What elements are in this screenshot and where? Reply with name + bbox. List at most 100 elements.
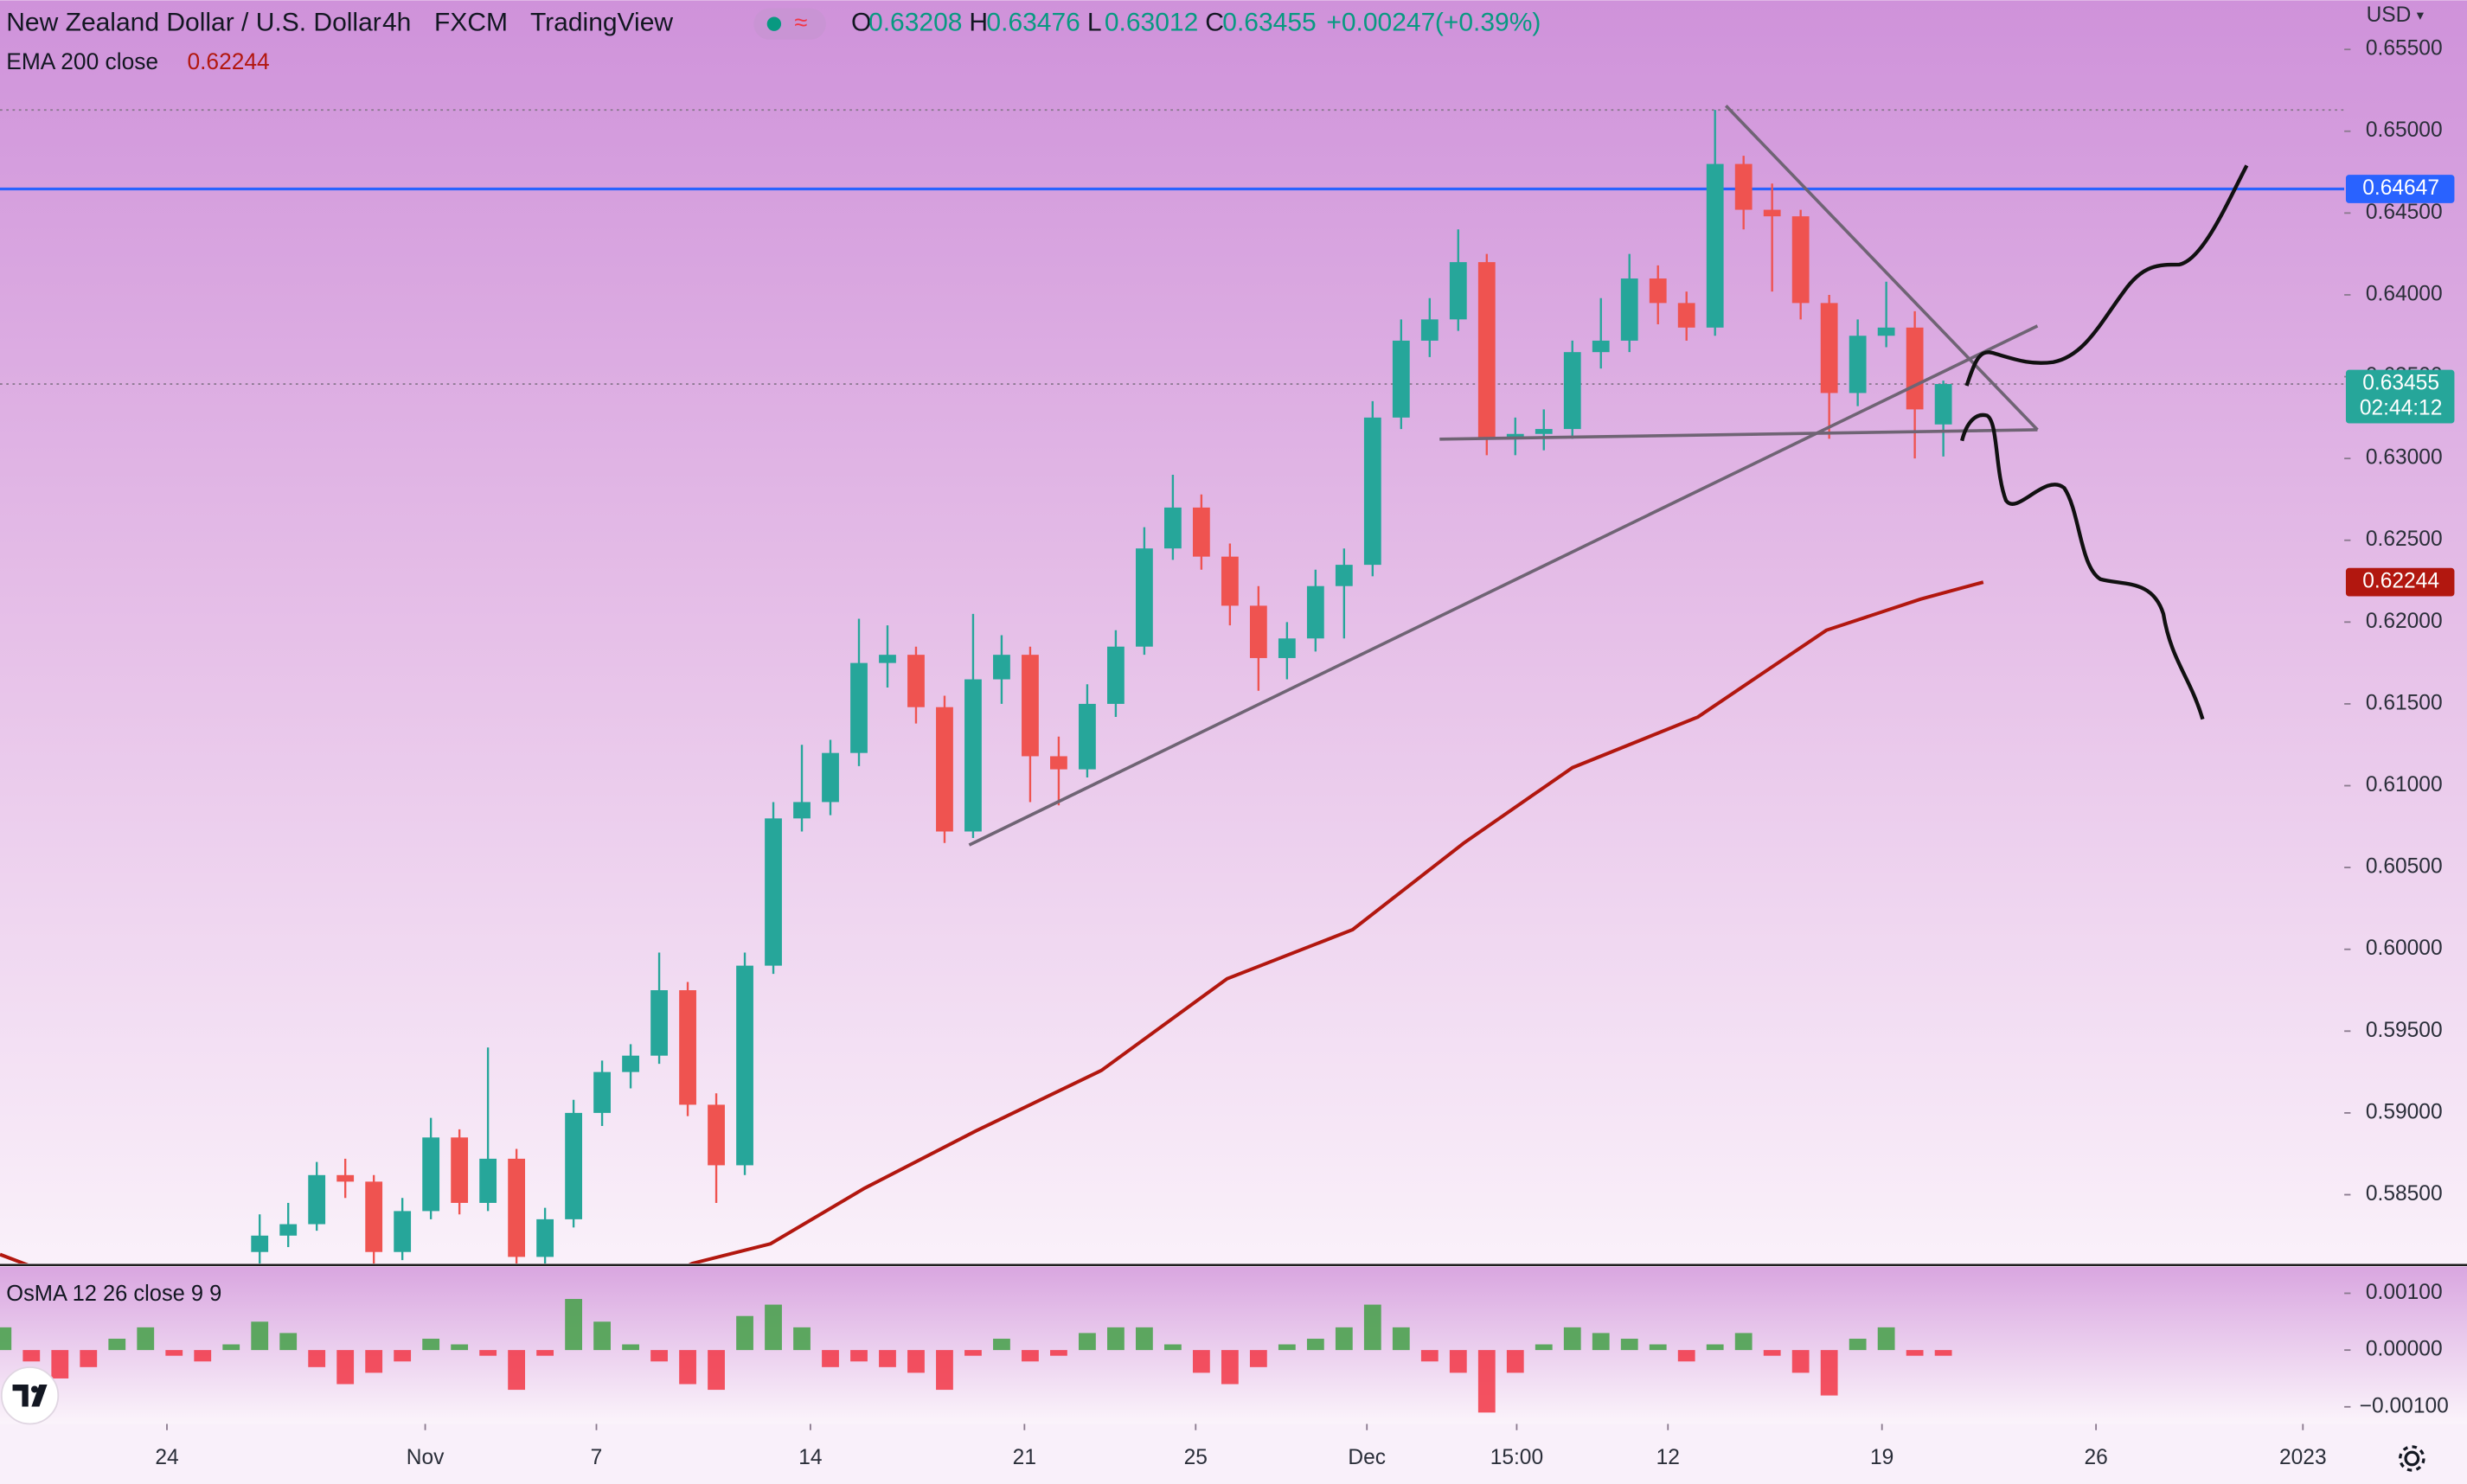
indicator-label: EMA 200 close — [6, 48, 158, 74]
ema-badge-label: 0.62244 — [2362, 570, 2439, 593]
candle-body — [622, 1055, 639, 1072]
osma-bar — [1335, 1327, 1353, 1351]
oscillator-label: OsMA 12 26 close 9 9 — [6, 1282, 221, 1306]
y-tick-label: 0.63000 — [2366, 446, 2443, 470]
osma-bar — [1420, 1350, 1439, 1362]
candle-body — [850, 662, 868, 753]
osma-bar — [1620, 1338, 1638, 1351]
osma-bar — [1163, 1344, 1182, 1351]
ohlc-key: C — [1205, 9, 1224, 37]
osma-bar — [251, 1321, 269, 1351]
countdown: 02:44:12 — [2360, 397, 2443, 420]
candle-body — [1849, 336, 1867, 393]
ohlc-legend: O0.63208 H0.63476 L 0.63012 C0.63455 +0.00247… — [851, 9, 1541, 37]
candle-body — [508, 1158, 526, 1257]
candle-body — [1249, 605, 1267, 658]
osma-bar — [1763, 1350, 1781, 1356]
settings-gear[interactable] — [2399, 1445, 2425, 1472]
osma-bar — [1079, 1333, 1096, 1351]
osma-bar — [1449, 1350, 1467, 1373]
osma-bar — [1677, 1350, 1695, 1362]
ema-badge — [2345, 567, 2455, 597]
candle-body — [1107, 646, 1125, 704]
candle-body — [1392, 340, 1410, 418]
trendline — [1724, 105, 2039, 432]
price-badge-label: 0.64647 — [2362, 176, 2439, 200]
x-tick-label: 14 — [798, 1446, 822, 1469]
candle-body — [1506, 433, 1524, 439]
candle-body — [1677, 303, 1695, 328]
change-percent: (+0.39%) — [1435, 9, 1541, 37]
candle-body — [1734, 163, 1753, 210]
candle-body — [308, 1174, 326, 1225]
market-status-icon[interactable]: ≈ — [753, 8, 826, 40]
source: FXCM — [434, 9, 508, 37]
trendline — [1439, 428, 2038, 441]
candle-body — [679, 990, 696, 1105]
osc-y-tick-label: 0.00100 — [2366, 1281, 2443, 1304]
change: +0.00247 — [1326, 9, 1435, 37]
y-tick-label: 0.59500 — [2366, 1019, 2443, 1042]
candle-body — [1050, 756, 1067, 770]
osma-bar — [1934, 1350, 1952, 1356]
currency[interactable]: USD — [2367, 3, 2412, 27]
osma-bar — [1278, 1344, 1296, 1351]
y-tick-label: 0.59000 — [2366, 1100, 2443, 1123]
ohlc-value: 0.63476 — [986, 9, 1080, 37]
osma-bar — [964, 1350, 982, 1356]
osma-bar — [593, 1321, 611, 1351]
candle-body — [1592, 340, 1610, 353]
y-tick-label: 0.60500 — [2366, 855, 2443, 879]
time-axis — [0, 1423, 2467, 1484]
candle-body — [451, 1137, 469, 1203]
osma-bar — [1306, 1338, 1324, 1351]
osma-bar — [451, 1344, 469, 1351]
last-price-label: 0.63455 — [2362, 372, 2439, 395]
candle-body — [907, 655, 925, 707]
candle-body — [936, 707, 953, 832]
y-tick-label: 0.62500 — [2366, 528, 2443, 551]
candle-body — [1477, 262, 1496, 439]
candle-body — [479, 1158, 497, 1203]
forecast-up — [1964, 164, 2249, 387]
osma-bar — [1506, 1350, 1524, 1373]
interval: 4h — [382, 9, 411, 37]
candle-body — [1192, 507, 1210, 557]
osma-bar — [708, 1350, 725, 1391]
y-tick-label: 0.64000 — [2366, 282, 2443, 305]
x-tick-label: 25 — [1184, 1446, 1208, 1469]
y-tick-label: 0.60000 — [2366, 937, 2443, 960]
candle-body — [1563, 352, 1581, 430]
osma-bar — [850, 1350, 868, 1362]
x-tick-label: 2023 — [2279, 1446, 2327, 1469]
ema-line — [0, 580, 1984, 1263]
candle-body — [1022, 655, 1039, 757]
osma-bar — [565, 1299, 582, 1351]
candle-body — [1136, 548, 1153, 647]
osma-bar — [907, 1350, 925, 1373]
candle-body — [765, 818, 782, 966]
candle-body — [1363, 417, 1381, 566]
main-pane — [0, 0, 2467, 1265]
indicator-value: 0.62244 — [187, 48, 269, 74]
osma-bar — [736, 1315, 753, 1351]
y-tick-label: 0.61500 — [2366, 691, 2443, 714]
oscillator-pane — [0, 1266, 2467, 1424]
osma-bar — [936, 1350, 953, 1391]
osma-bar — [479, 1350, 497, 1356]
ohlc-value: 0.63455 — [1222, 9, 1316, 37]
y-tick-label: 0.64500 — [2366, 201, 2443, 224]
candle-body — [708, 1104, 725, 1166]
candle-body — [422, 1137, 440, 1212]
tradingview-logo[interactable] — [0, 1366, 60, 1425]
x-tick-label: 7 — [591, 1446, 603, 1469]
osma-bar — [1734, 1333, 1753, 1351]
candle-body — [1706, 163, 1724, 328]
osma-bar — [1022, 1350, 1039, 1362]
candle-body — [1278, 638, 1296, 658]
currency-caret[interactable]: ▾ — [2417, 8, 2424, 23]
candle-body — [279, 1224, 298, 1236]
y-tick-label: 0.62000 — [2366, 610, 2443, 633]
osma-bar — [1877, 1327, 1895, 1351]
